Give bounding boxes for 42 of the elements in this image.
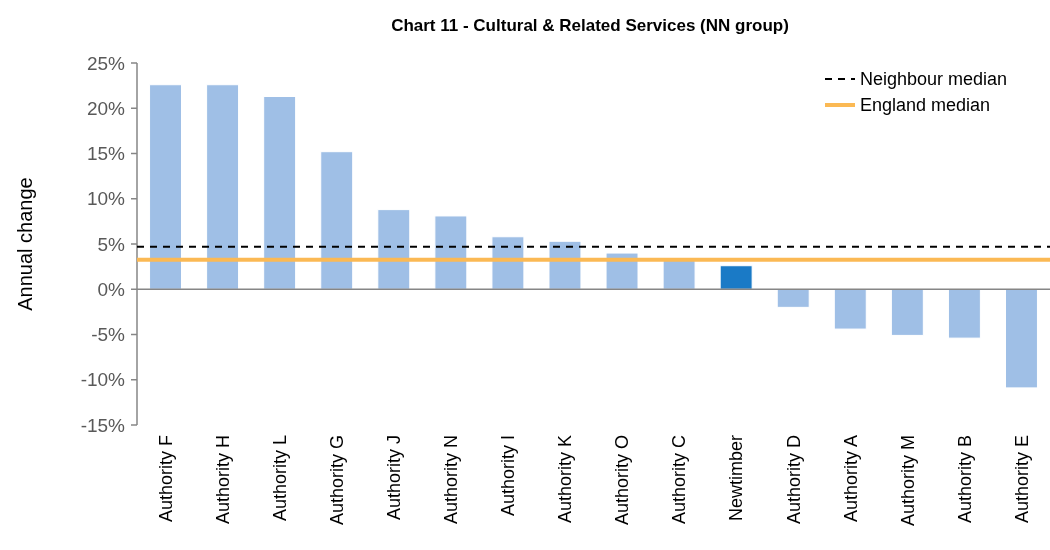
y-tick-label: 0% (97, 278, 126, 300)
x-tick-label: Authority G (327, 435, 348, 526)
bar (1004, 288, 1038, 389)
y-tick-label: -5% (91, 324, 126, 346)
y-axis-title: Annual change (14, 177, 36, 311)
y-tick-label: -15% (80, 414, 126, 436)
x-tick-label: Authority M (897, 435, 918, 527)
y-tick-label: 10% (86, 188, 126, 210)
legend-label: Neighbour median (860, 69, 1008, 90)
x-tick-label: Authority F (155, 435, 176, 523)
x-tick-label: Authority A (840, 435, 861, 523)
bar (263, 95, 297, 290)
bar (776, 288, 810, 308)
y-tick-label: 5% (97, 233, 126, 255)
y-tick-label: 25% (86, 52, 126, 74)
x-tick-label: Authority I (498, 435, 519, 517)
y-tick-label: -10% (80, 369, 126, 391)
x-tick-label: Authority C (669, 435, 690, 525)
x-tick-label: Newtimber (726, 435, 747, 522)
bar (434, 215, 468, 290)
chart-title: Chart 11 - Cultural & Related Services (NN group) (391, 16, 789, 35)
bar (320, 151, 354, 290)
y-tick-label: 20% (86, 97, 126, 119)
bar (719, 265, 753, 290)
bar (833, 288, 867, 330)
x-tick-label: Authority J (384, 435, 405, 521)
x-tick-label: Authority O (612, 435, 633, 526)
x-tick-label: Authority D (783, 435, 804, 525)
bar (206, 84, 240, 290)
y-tick-label: 15% (86, 143, 126, 165)
legend-label: England median (860, 95, 991, 116)
bar (548, 240, 582, 290)
bar (890, 288, 924, 336)
bar (377, 209, 411, 290)
x-tick-label: Authority E (1011, 435, 1032, 524)
bar (947, 288, 981, 339)
x-tick-label: Authority H (212, 435, 233, 525)
x-tick-label: Authority N (441, 435, 462, 525)
x-tick-label: Authority L (269, 435, 290, 522)
x-tick-label: Authority K (555, 435, 576, 524)
x-tick-label: Authority B (954, 435, 975, 524)
bar (149, 84, 183, 290)
